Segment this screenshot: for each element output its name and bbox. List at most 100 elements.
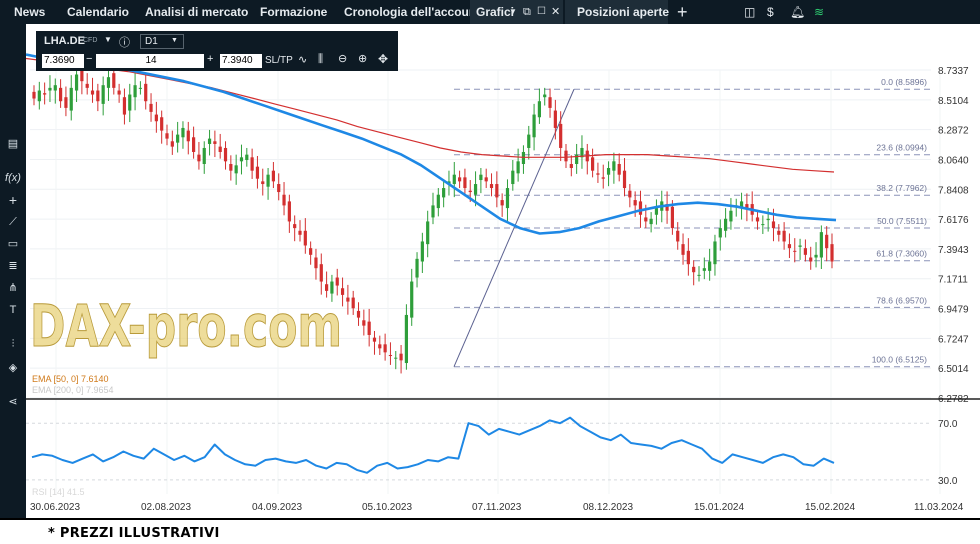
candle-body <box>612 161 616 171</box>
info-icon[interactable]: ⓘ <box>119 37 130 49</box>
time-axis: 30.06.2023 02.08.2023 04.09.2023 05.10.2023… <box>30 502 964 513</box>
candle-body <box>692 266 696 273</box>
fibonacci-retracement[interactable]: 0.0 (8.5896) 23.6 (8.0994) 38.2 (7.7962) 50… <box>453 77 931 368</box>
line-chart-icon[interactable]: ∿ <box>298 54 308 66</box>
candle-body <box>803 248 807 255</box>
candle-body <box>649 218 653 225</box>
candle-body <box>511 170 515 185</box>
candle-body <box>452 174 456 185</box>
crosshair-icon[interactable]: + <box>8 192 18 208</box>
candle-body <box>564 150 568 162</box>
candle-body <box>59 87 63 102</box>
candle-body <box>596 173 600 175</box>
add-tab-icon[interactable]: + <box>677 2 688 22</box>
zoom-in-icon[interactable]: ⊕ <box>358 53 368 65</box>
candle-body <box>638 201 643 215</box>
symbol-dropdown-icon[interactable]: ▼ <box>104 35 112 44</box>
watermark: DAX-pro.com <box>30 292 342 360</box>
time-tick-label: 15.01.2024 <box>694 502 744 513</box>
nav-news[interactable]: News <box>14 5 46 19</box>
screen-icon[interactable]: ▤ <box>7 138 19 150</box>
top-navigation: News Calendario Analisi di mercato Forma… <box>0 0 980 24</box>
quantity-input[interactable]: 14 <box>96 54 204 68</box>
tab-open-positions[interactable]: Posizioni aperte <box>565 0 670 24</box>
pan-icon[interactable]: ✥ <box>378 52 389 66</box>
candle-body <box>239 157 244 162</box>
candle-body <box>43 93 47 95</box>
candle-body <box>192 137 196 152</box>
popout-icon[interactable]: ⧉ <box>523 6 531 18</box>
candle-body <box>197 154 201 162</box>
candle-body <box>766 218 770 221</box>
price-chart[interactable]: 0.0 (8.5896) 23.6 (8.0994) 38.2 (7.7962) 50… <box>26 24 980 518</box>
zoom-out-icon[interactable]: ⊖ <box>338 53 348 65</box>
candle-body <box>90 90 95 95</box>
candle-body <box>112 73 116 88</box>
rsi-tick-label: 70.0 <box>938 419 958 430</box>
close-icon[interactable]: ✕ <box>551 6 561 18</box>
layers-icon[interactable]: ◈ <box>8 362 18 374</box>
candle-body <box>814 254 818 258</box>
function-icon[interactable]: f(x) <box>5 172 21 184</box>
nav-calendar[interactable]: Calendario <box>67 5 130 19</box>
fib-anchor-line <box>453 89 575 367</box>
time-tick-label: 30.06.2023 <box>30 502 80 513</box>
trendline-icon[interactable]: ⟋ <box>9 216 17 228</box>
candle-body <box>606 168 611 175</box>
candle-body <box>601 177 605 179</box>
candles-icon[interactable]: ⫼ <box>318 53 324 65</box>
candle-body <box>37 90 41 102</box>
candle-body <box>362 320 366 326</box>
nav-account-history[interactable]: Cronologia dell'account <box>344 5 481 19</box>
candle-body <box>521 151 526 164</box>
candle-body <box>463 177 467 189</box>
candle-body <box>527 134 531 148</box>
candle-body <box>80 70 84 82</box>
tab-open-positions-label: Posizioni aperte <box>577 5 670 19</box>
ema50-legend[interactable]: EMA [50, 0] 7.6140 <box>32 374 109 384</box>
candle-body <box>713 241 717 265</box>
candle-body <box>431 205 435 218</box>
rsi-tick-label: 30.0 <box>938 476 958 487</box>
candle-body <box>309 248 313 255</box>
candle-body <box>644 217 648 222</box>
rectangle-icon[interactable]: ▭ <box>7 238 19 250</box>
ema200-legend[interactable]: EMA [200, 0] 7.9654 <box>32 385 114 395</box>
candle-body <box>314 257 318 269</box>
candle-body <box>106 77 111 88</box>
candle-body <box>591 157 595 171</box>
candle-body <box>165 133 169 139</box>
candle-body <box>681 244 685 255</box>
minus-icon[interactable]: − <box>86 53 93 65</box>
candle-body <box>771 221 776 229</box>
rsi-legend[interactable]: RSI [14] 41.5 <box>32 487 85 497</box>
chevron-down-icon[interactable]: ▼ <box>509 7 517 16</box>
buy-price[interactable]: 7.3940 <box>220 54 262 68</box>
share-icon[interactable]: ⋖ <box>8 396 18 408</box>
candle-body <box>793 250 797 252</box>
pitchfork-icon[interactable]: ⋔ <box>8 282 18 294</box>
bell-icon[interactable]: 🔔︎ <box>790 5 806 19</box>
sell-price[interactable]: 7.3690 <box>42 54 84 68</box>
fibonacci-icon[interactable]: ≣ <box>8 260 18 272</box>
text-icon[interactable]: T <box>9 304 17 316</box>
layout-icon[interactable]: ◫ <box>744 5 756 19</box>
nav-market-analysis[interactable]: Analisi di mercato <box>145 5 249 19</box>
currency-icon[interactable]: $ <box>767 5 774 19</box>
maximize-icon[interactable]: ☐ <box>537 6 546 17</box>
candle-body <box>234 165 238 174</box>
candle-body <box>676 230 680 242</box>
symbol-label[interactable]: LHA.DE <box>44 35 85 47</box>
tab-charts[interactable]: Grafici ▼ ⧉ ☐ ✕ <box>470 0 563 24</box>
candle-body <box>468 190 472 193</box>
nav-education[interactable]: Formazione <box>260 5 328 19</box>
candle-body <box>782 230 786 242</box>
indicators-icon[interactable]: ⫶ <box>11 338 15 350</box>
plus-icon[interactable]: + <box>207 53 214 65</box>
candle-body <box>207 138 212 144</box>
time-tick-label: 07.11.2023 <box>472 502 522 513</box>
sl-tp-button[interactable]: SL/TP <box>265 55 293 66</box>
candle-body <box>287 201 291 222</box>
drawing-toolbar: ▤ f(x) + ⟋ ▭ ≣ ⋔ T ⫶ ◈ ⋖ <box>0 24 26 518</box>
timeframe-select[interactable]: D1 ▼ <box>140 34 184 49</box>
